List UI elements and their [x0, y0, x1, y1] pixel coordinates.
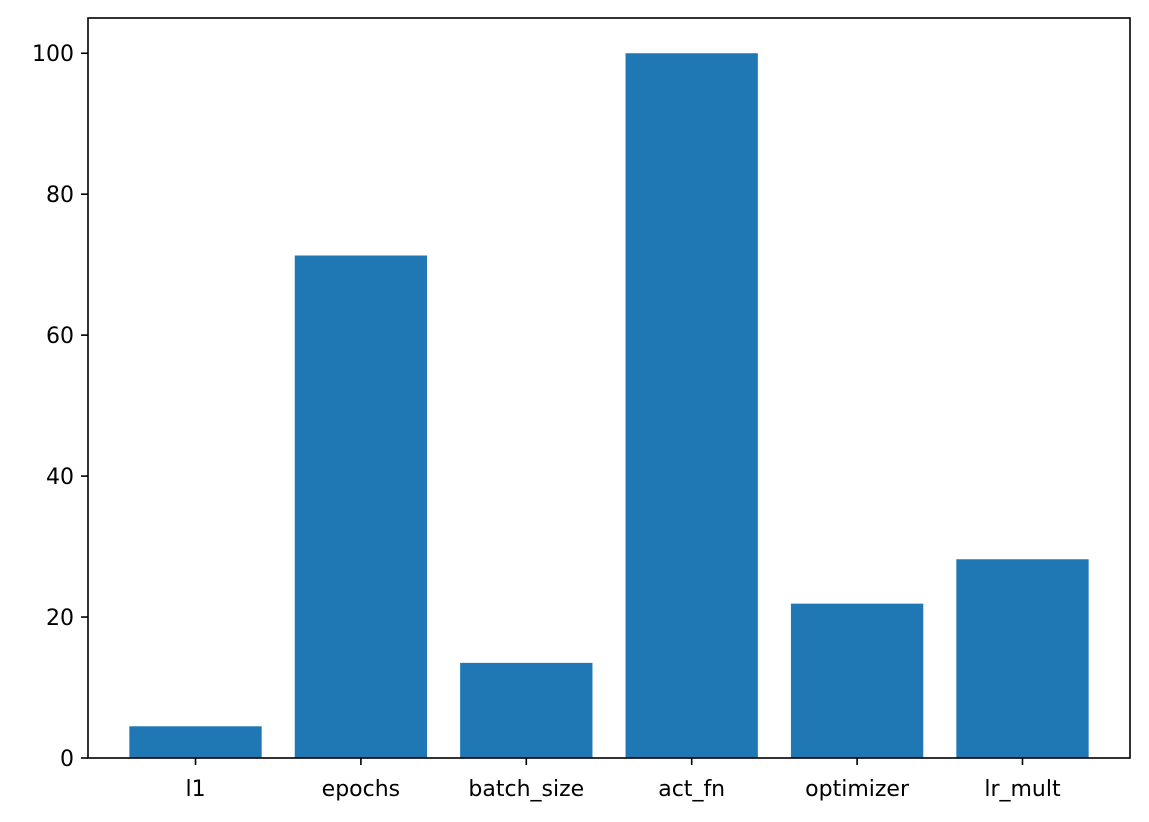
y-tick-label: 60	[46, 324, 74, 349]
x-tick-label: batch_size	[468, 777, 584, 802]
y-tick-label: 80	[46, 183, 74, 208]
x-axis-ticks: l1 epochs batch_size act_fn optimizer lr_mult	[185, 758, 1061, 802]
x-tick-label: epochs	[322, 777, 400, 802]
bar-optimizer	[790, 603, 924, 758]
y-tick-label: 0	[60, 747, 74, 772]
y-tick-label: 20	[46, 606, 74, 631]
bars-group	[129, 53, 1089, 758]
bar-lr_mult	[956, 559, 1089, 758]
x-tick-label: l1	[185, 777, 205, 802]
bar-batch_size	[460, 662, 593, 758]
x-tick-label: act_fn	[658, 777, 725, 802]
bar-epochs	[294, 255, 428, 758]
y-axis-ticks: 0 20 40 60 80 100	[32, 42, 88, 772]
bar-act_fn	[625, 53, 758, 758]
bar-l1	[129, 726, 262, 758]
axes-frame	[87, 17, 1131, 759]
x-tick-label: optimizer	[805, 777, 910, 802]
y-tick-label: 100	[32, 42, 74, 67]
x-tick-label: lr_mult	[984, 777, 1061, 802]
y-tick-label: 40	[46, 465, 74, 490]
